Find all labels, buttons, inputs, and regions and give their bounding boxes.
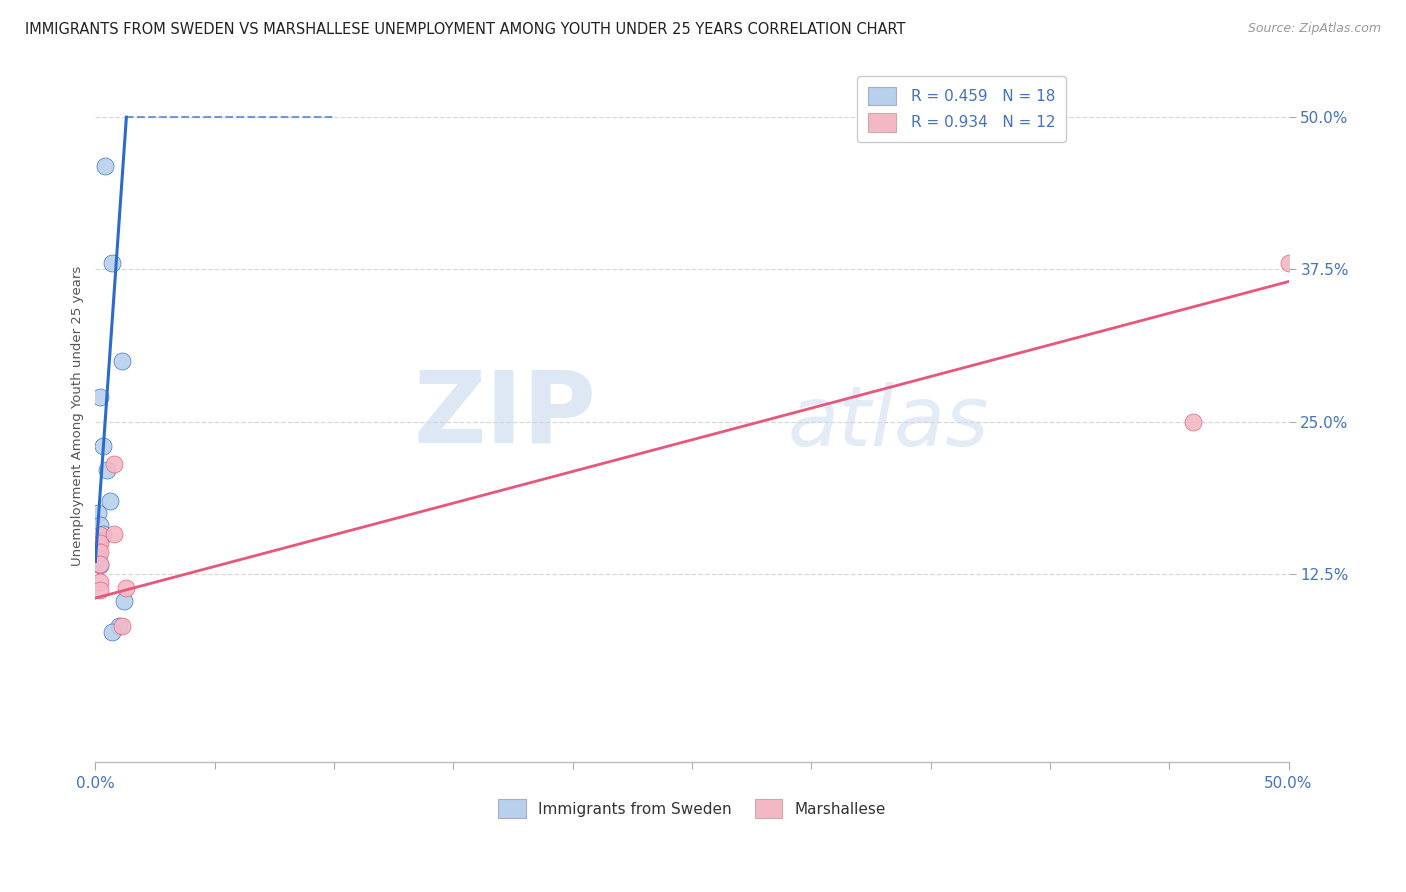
Text: atlas: atlas <box>787 382 988 463</box>
Point <box>89 558 111 573</box>
Point <box>89 533 111 548</box>
Point <box>110 353 132 368</box>
Legend: Immigrants from Sweden, Marshallese: Immigrants from Sweden, Marshallese <box>492 793 891 824</box>
Point <box>87 506 110 520</box>
Point <box>89 557 111 571</box>
Point <box>115 582 138 596</box>
Text: ZIP: ZIP <box>413 367 596 464</box>
Point <box>101 625 124 640</box>
Point <box>101 256 124 270</box>
Point <box>89 390 111 404</box>
Point <box>87 539 110 553</box>
Point <box>103 457 125 471</box>
Y-axis label: Unemployment Among Youth under 25 years: Unemployment Among Youth under 25 years <box>72 265 84 566</box>
Point <box>89 575 111 590</box>
Point <box>91 439 114 453</box>
Point <box>89 518 111 533</box>
Point <box>89 536 111 550</box>
Point <box>103 526 125 541</box>
Point <box>108 619 131 633</box>
Point <box>89 545 111 559</box>
Point <box>110 619 132 633</box>
Point <box>89 582 111 597</box>
Point <box>98 493 121 508</box>
Point <box>87 545 110 559</box>
Point <box>1277 256 1299 270</box>
Point <box>1182 415 1205 429</box>
Point <box>89 528 111 542</box>
Text: IMMIGRANTS FROM SWEDEN VS MARSHALLESE UNEMPLOYMENT AMONG YOUTH UNDER 25 YEARS CO: IMMIGRANTS FROM SWEDEN VS MARSHALLESE UN… <box>25 22 905 37</box>
Point <box>96 463 118 477</box>
Point <box>91 526 114 541</box>
Point <box>112 593 135 607</box>
Text: Source: ZipAtlas.com: Source: ZipAtlas.com <box>1247 22 1381 36</box>
Point <box>94 159 117 173</box>
Point <box>87 550 110 565</box>
